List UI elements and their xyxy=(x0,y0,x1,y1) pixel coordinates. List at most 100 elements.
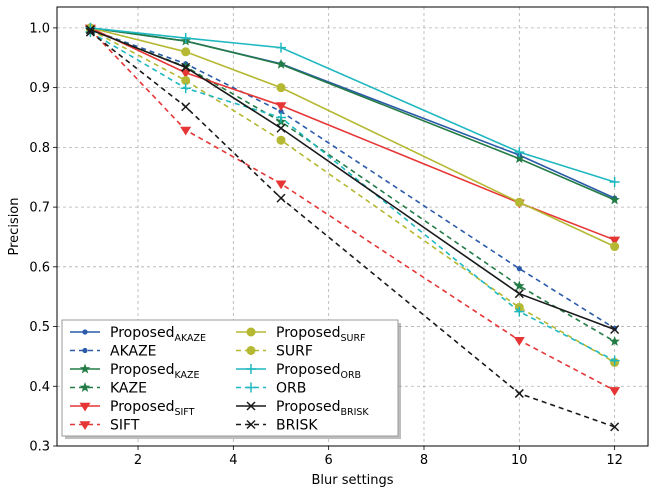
legend-item: ProposedORB xyxy=(236,362,361,381)
data-point-plus xyxy=(514,306,525,317)
data-point-star xyxy=(514,153,525,164)
data-point-triangle xyxy=(609,236,621,246)
data-point-circle xyxy=(246,327,256,337)
data-point-triangle xyxy=(180,126,192,136)
series-line xyxy=(90,28,616,343)
data-point-plus xyxy=(276,42,287,53)
data-point-circle xyxy=(610,242,620,252)
data-point-star xyxy=(609,194,620,205)
data-point-triangle xyxy=(180,69,192,79)
data-point-triangle xyxy=(275,102,287,112)
series-line xyxy=(90,27,615,183)
series-line xyxy=(90,28,615,331)
y-tick-label: 0.7 xyxy=(29,201,50,216)
data-point-x xyxy=(610,325,620,335)
data-point-plus xyxy=(609,355,620,366)
x-tick-label: 6 xyxy=(325,453,333,468)
data-point-circle xyxy=(276,83,286,93)
data-point-x xyxy=(514,388,524,398)
data-point-circle xyxy=(276,135,286,145)
data-point-x xyxy=(85,27,95,37)
legend-item: SURF xyxy=(236,344,313,360)
data-point-dot xyxy=(82,329,88,335)
y-tick-label: 0.8 xyxy=(29,141,50,156)
legend-item: ORB xyxy=(236,381,306,397)
plot-frame xyxy=(56,6,649,447)
legend-label: SURF xyxy=(276,344,313,360)
legend-label: BRISK xyxy=(276,418,318,434)
y-tick-label: 0.3 xyxy=(29,440,50,455)
series-line xyxy=(90,27,615,199)
data-point-plus xyxy=(180,83,191,94)
data-point-x xyxy=(85,25,95,35)
series-akaze xyxy=(87,27,618,331)
data-point-star xyxy=(79,382,91,392)
data-point-plus xyxy=(514,147,525,158)
data-point-circle xyxy=(181,47,191,57)
data-point-x xyxy=(246,419,256,430)
data-point-plus xyxy=(180,33,191,44)
data-point-plus xyxy=(246,364,256,374)
data-point-x xyxy=(246,401,256,411)
data-point-star xyxy=(180,61,191,72)
data-point-circle xyxy=(181,75,191,85)
data-point-x xyxy=(276,123,286,133)
series-layer xyxy=(84,22,621,432)
legend-item: AKAZE xyxy=(70,344,157,360)
y-tick-label: 0.9 xyxy=(29,81,50,96)
data-point-plus xyxy=(609,177,620,188)
series-proposed-brisk xyxy=(85,25,620,335)
x-tick-label: 2 xyxy=(134,453,142,468)
data-point-circle xyxy=(246,346,256,355)
data-point-triangle xyxy=(79,421,91,430)
data-point-x xyxy=(276,193,286,203)
legend: ProposedAKAZEAKAZEProposedKAZEKAZEPropos… xyxy=(61,319,401,439)
series-line xyxy=(90,27,615,201)
series-kaze xyxy=(85,24,620,346)
legend-label: ProposedSIFT xyxy=(110,399,195,418)
data-point-star xyxy=(609,335,620,346)
data-point-star xyxy=(275,58,287,69)
x-axis-label: Blur settings xyxy=(311,473,393,488)
data-point-plus xyxy=(246,382,256,393)
data-point-star xyxy=(514,280,525,291)
data-point-triangle xyxy=(609,387,621,396)
x-tick-label: 12 xyxy=(606,453,623,468)
data-point-x xyxy=(514,289,524,299)
x-tick-label: 4 xyxy=(229,453,237,468)
data-point-triangle xyxy=(275,180,287,190)
y-tick-label: 0.4 xyxy=(29,380,50,395)
series-brisk xyxy=(85,27,620,432)
series-proposed-akaze xyxy=(87,25,618,201)
legend-item: KAZE xyxy=(70,381,147,397)
axis-ticks: 2 4 6 8 10 12 0.3 0.4 0.5 0.6 0.7 0.8 0.9 1.0 xyxy=(29,21,623,468)
series-surf xyxy=(85,25,620,367)
data-point-star xyxy=(79,363,91,374)
legend-label: SIFT xyxy=(110,418,140,434)
legend-label: ORB xyxy=(276,381,306,397)
x-tick-label: 8 xyxy=(420,453,428,468)
y-tick-label: 0.6 xyxy=(29,260,50,275)
legend-label: AKAZE xyxy=(110,344,157,360)
data-point-dot xyxy=(82,347,88,354)
legend-item: SIFT xyxy=(70,418,140,434)
data-point-triangle xyxy=(79,402,91,412)
data-point-x xyxy=(181,102,191,112)
y-axis-label: Precision xyxy=(7,197,22,255)
legend-label: ProposedORB xyxy=(276,362,361,381)
data-point-x xyxy=(181,62,191,72)
y-tick-label: 1.0 xyxy=(29,21,50,36)
legend-item: BRISK xyxy=(236,418,318,434)
data-point-dot xyxy=(278,108,284,115)
data-point-circle xyxy=(514,197,524,207)
y-tick-label: 0.5 xyxy=(29,320,50,335)
legend-item: ProposedSIFT xyxy=(70,399,195,418)
legend-label: KAZE xyxy=(110,381,147,397)
series-proposed-surf xyxy=(85,23,620,252)
series-line xyxy=(90,28,616,330)
series-line xyxy=(89,31,616,362)
series-orb xyxy=(85,27,620,366)
legend-box xyxy=(61,319,399,437)
data-point-x xyxy=(610,422,620,432)
